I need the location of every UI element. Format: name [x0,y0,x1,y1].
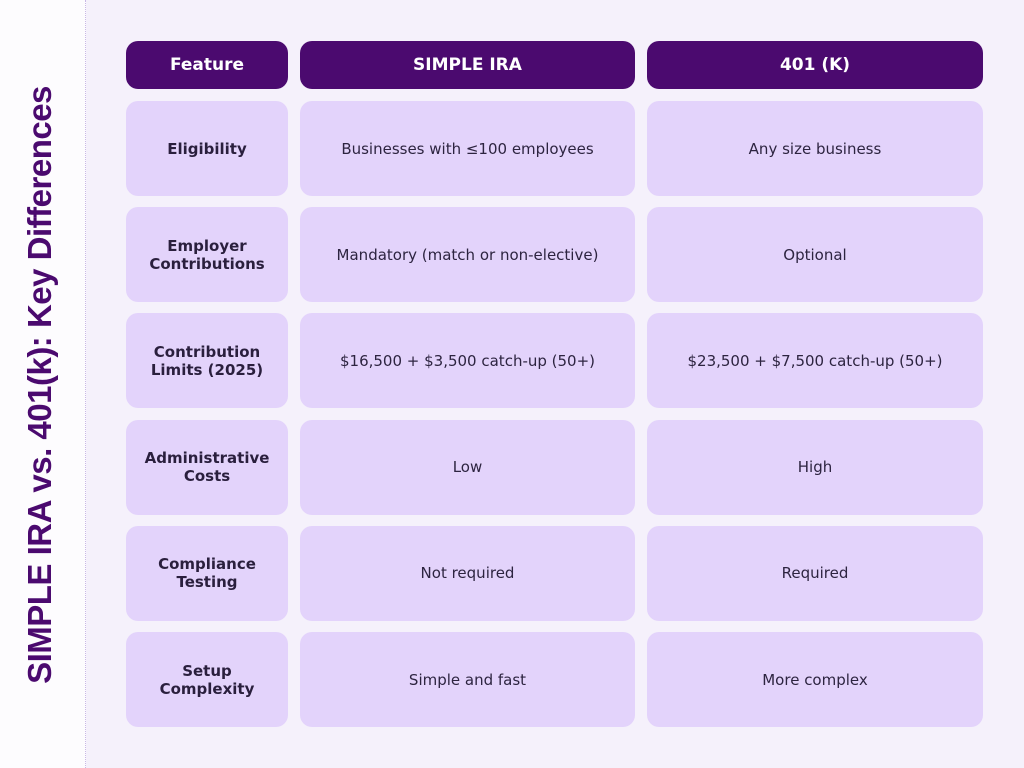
value-cell: Low [300,419,635,515]
value-cell: Simple and fast [300,632,635,727]
value-cell: Required [647,525,983,621]
feature-cell: Eligibility [126,101,288,196]
feature-cell: Setup Complexity [126,632,288,727]
header-cell: SIMPLE IRA [300,41,635,89]
value-cell: Any size business [647,101,983,196]
feature-cell: Compliance Testing [126,525,288,621]
side-panel: SIMPLE IRA vs. 401(k): Key Differences [0,0,86,768]
value-cell: $23,500 + $7,500 catch-up (50+) [647,313,983,409]
value-cell: $16,500 + $3,500 catch-up (50+) [300,313,635,409]
header-cell: 401 (K) [647,41,983,89]
feature-cell: Contribution Limits (2025) [126,313,288,409]
value-cell: Not required [300,525,635,621]
header-cell: Feature [126,41,288,89]
value-cell: High [647,419,983,515]
value-cell: More complex [647,632,983,727]
feature-cell: Administrative Costs [126,419,288,515]
value-cell: Optional [647,207,983,303]
page-title: SIMPLE IRA vs. 401(k): Key Differences [21,86,58,684]
feature-cell: Employer Contributions [126,207,288,303]
value-cell: Mandatory (match or non-elective) [300,207,635,303]
value-cell: Businesses with ≤100 employees [300,101,635,196]
